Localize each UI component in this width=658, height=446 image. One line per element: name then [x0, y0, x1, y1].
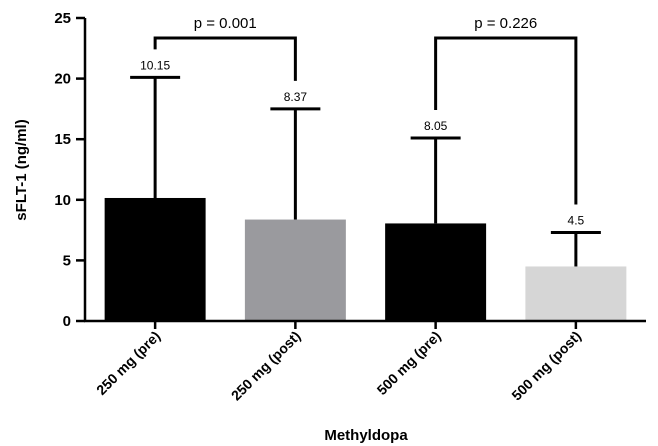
bar-4	[525, 266, 627, 321]
x-axis-title: Methyldopa	[324, 427, 408, 444]
x-tick-label-1: 250 mg (pre)	[93, 328, 163, 398]
y-tick-label-0: 0	[63, 313, 71, 330]
axes-layer	[83, 18, 646, 323]
data-label-3: 8.05	[424, 119, 448, 133]
bar-2	[244, 219, 346, 321]
bar-1	[104, 197, 206, 321]
y-tick-label-15: 15	[54, 131, 71, 148]
y-ticks-layer: 0 5 10 15 20 25	[54, 10, 85, 330]
bar-3	[385, 223, 487, 321]
y-axis-title: sFLT-1 (ng/ml)	[13, 119, 30, 220]
error-bars-layer	[130, 75, 601, 267]
data-label-4: 4.5	[568, 214, 585, 228]
p-value-label-1: p = 0.001	[194, 15, 257, 32]
data-label-2: 8.37	[284, 90, 308, 104]
data-labels-layer: 10.15 8.37 8.05 4.5	[140, 58, 584, 227]
x-labels-layer: 250 mg (pre) 250 mg (post) 500 mg (pre) 500…	[93, 321, 584, 403]
x-tick-label-2: 250 mg (post)	[228, 328, 304, 404]
p-value-label-2: p = 0.226	[474, 15, 537, 32]
y-tick-label-10: 10	[54, 192, 71, 209]
x-tick-label-4: 500 mg (post)	[508, 328, 584, 404]
y-tick-label-20: 20	[54, 71, 71, 88]
comparison-bracket-1	[153, 36, 297, 81]
comparisons-layer: p = 0.001 p = 0.226	[153, 15, 578, 205]
x-tick-label-3: 500 mg (pre)	[374, 328, 444, 398]
bars-layer	[104, 197, 627, 321]
comparison-bracket-2	[434, 36, 578, 205]
data-label-1: 10.15	[140, 58, 170, 72]
y-tick-label-25: 25	[54, 10, 71, 27]
y-tick-label-5: 5	[63, 252, 71, 269]
